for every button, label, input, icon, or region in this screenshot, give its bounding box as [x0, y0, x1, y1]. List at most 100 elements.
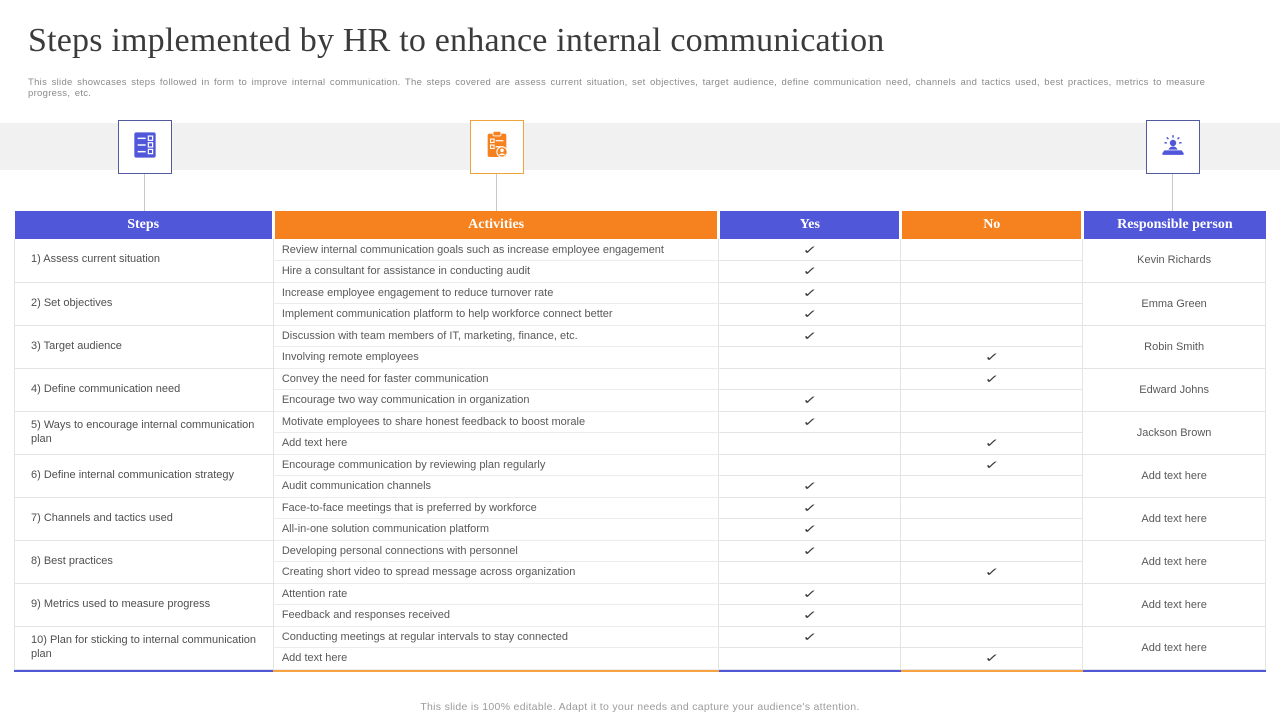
person-cell: Add text here [1082, 496, 1266, 541]
activity-cell: Creating short video to spread message a… [272, 561, 720, 584]
no-cell [900, 281, 1084, 304]
yes-cell: ✓ [718, 239, 902, 261]
table-row: Add text here ✓ [15, 432, 1266, 455]
connector-line [496, 174, 497, 211]
yes-cell: ✓ [718, 625, 902, 648]
checklist-icon [129, 129, 161, 166]
header-yes: Yes [717, 211, 901, 239]
yes-cell [718, 561, 902, 584]
table-row: 5) Ways to encourage internal communicat… [14, 410, 1266, 455]
yes-cell: ✓ [718, 496, 902, 519]
header-steps: Steps [14, 211, 274, 239]
no-cell [900, 582, 1084, 605]
check-icon: ✓ [984, 651, 1000, 666]
person-cell: Edward Johns [1082, 367, 1266, 412]
checklist-icon-box [118, 120, 172, 174]
activity-cell: Implement communication platform to help… [272, 303, 720, 326]
step-cell: 3) Target audience [14, 324, 274, 369]
activity-cell: Convey the need for faster communication [272, 367, 720, 390]
step-cell: 7) Channels and tactics used [14, 496, 274, 541]
table-row: Hire a consultant for assistance in cond… [15, 260, 1266, 283]
person-cell: Add text here [1082, 625, 1266, 670]
table-row: Feedback and responses received ✓ [15, 604, 1266, 627]
activity-cell: Involving remote employees [272, 346, 720, 369]
step-cell: 6) Define internal communication strateg… [14, 453, 274, 498]
no-cell [900, 410, 1084, 433]
activity-cell: Add text here [272, 647, 720, 670]
clipboard-user-icon [481, 129, 513, 166]
table-row: 1) Assess current situation Review intern… [14, 239, 1266, 283]
no-cell: ✓ [900, 346, 1084, 369]
steps-table: Steps Activities Yes No Responsible pers… [14, 211, 1266, 670]
activity-cell: Attention rate [272, 582, 720, 605]
activity-cell: Hire a consultant for assistance in cond… [272, 260, 720, 283]
check-icon: ✓ [802, 629, 818, 644]
table-row: 4) Define communication need Convey the n… [14, 367, 1266, 412]
no-cell [900, 496, 1084, 519]
no-cell [900, 303, 1084, 326]
table-row: Involving remote employees ✓ [15, 346, 1266, 369]
header-no: No [899, 211, 1083, 239]
step-cell: 8) Best practices [14, 539, 274, 584]
yes-cell [718, 647, 902, 670]
check-icon: ✓ [802, 479, 818, 494]
activity-cell: Discussion with team members of IT, mark… [272, 324, 720, 347]
no-cell [900, 239, 1084, 261]
page-subtitle: This slide showcases steps followed in f… [28, 77, 1206, 99]
table-row: 9) Metrics used to measure progress Atten… [14, 582, 1266, 627]
check-icon: ✓ [802, 543, 818, 558]
yes-cell: ✓ [718, 324, 902, 347]
table-body: 1) Assess current situation Review intern… [14, 239, 1266, 670]
page-title: Steps implemented by HR to enhance inter… [28, 22, 885, 59]
activity-cell: Increase employee engagement to reduce t… [272, 281, 720, 304]
check-icon: ✓ [802, 414, 818, 429]
yes-cell: ✓ [718, 539, 902, 562]
check-icon: ✓ [802, 608, 818, 623]
activity-cell: Developing personal connections with per… [272, 539, 720, 562]
table-row: 10) Plan for sticking to internal commun… [14, 625, 1266, 670]
activity-cell: Encourage two way communication in organ… [272, 389, 720, 412]
check-icon: ✓ [802, 242, 818, 257]
no-cell [900, 324, 1084, 347]
check-icon: ✓ [984, 565, 1000, 580]
person-cell: Add text here [1082, 539, 1266, 584]
activity-cell: Face-to-face meetings that is preferred … [272, 496, 720, 519]
no-cell [900, 518, 1084, 541]
yes-cell [718, 432, 902, 455]
check-icon: ✓ [802, 393, 818, 408]
yes-cell: ✓ [718, 410, 902, 433]
clipboard-user-icon-box [470, 120, 524, 174]
person-cell: Kevin Richards [1082, 239, 1266, 283]
step-cell: 5) Ways to encourage internal communicat… [14, 410, 274, 455]
check-icon: ✓ [802, 307, 818, 322]
yes-cell [718, 346, 902, 369]
table-row: Creating short video to spread message a… [15, 561, 1266, 584]
check-icon: ✓ [984, 457, 1000, 472]
yes-cell: ✓ [718, 303, 902, 326]
person-cell: Jackson Brown [1082, 410, 1266, 455]
no-cell [900, 604, 1084, 627]
table-row: 6) Define internal communication strateg… [14, 453, 1266, 498]
yes-cell: ✓ [718, 604, 902, 627]
activity-cell: Review internal communication goals such… [272, 239, 720, 261]
header-row: Steps Activities Yes No Responsible pers… [14, 211, 1266, 239]
step-cell: 9) Metrics used to measure progress [14, 582, 274, 627]
check-icon: ✓ [802, 264, 818, 279]
check-icon: ✓ [802, 522, 818, 537]
header-responsible-person: Responsible person [1081, 211, 1266, 239]
activity-cell: Add text here [272, 432, 720, 455]
table-row: All-in-one solution communication platfo… [15, 518, 1266, 541]
activity-cell: Motivate employees to share honest feedb… [272, 410, 720, 433]
yes-cell: ✓ [718, 260, 902, 283]
icon-band [0, 123, 1280, 170]
no-cell: ✓ [900, 453, 1084, 476]
table-row: 2) Set objectives Increase employee engag… [14, 281, 1266, 326]
no-cell [900, 539, 1084, 562]
step-cell: 4) Define communication need [14, 367, 274, 412]
check-icon: ✓ [802, 586, 818, 601]
check-icon: ✓ [984, 436, 1000, 451]
no-cell [900, 260, 1084, 283]
connector-line [144, 174, 145, 211]
presenter-alert-icon-box [1146, 120, 1200, 174]
